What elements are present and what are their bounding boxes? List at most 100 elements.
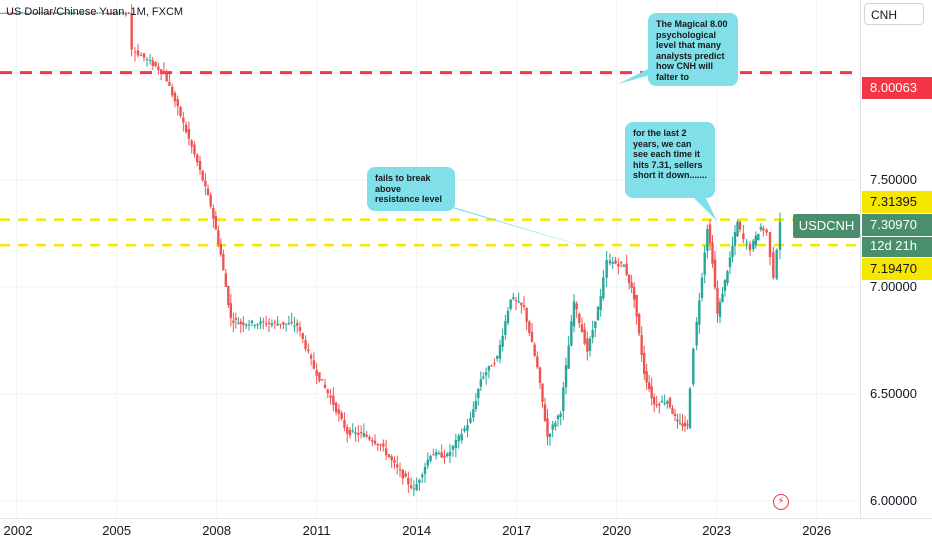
- candle-body: [619, 261, 623, 264]
- candle-body: [190, 140, 193, 147]
- chart-title: US Dollar/Chinese Yuan, 1M, FXCM: [6, 6, 184, 18]
- candle-body: [434, 452, 438, 456]
- candle-body: [530, 332, 534, 343]
- candle-body: [334, 402, 338, 413]
- candle-body: [229, 303, 233, 319]
- candle-body: [21, 12, 24, 14]
- candle-body: [599, 296, 602, 310]
- candle-body: [284, 323, 288, 325]
- candle-body: [227, 286, 230, 306]
- candle-body: [256, 324, 259, 326]
- candle-body: [46, 13, 49, 15]
- candle-body: [541, 383, 544, 402]
- candle-body: [647, 382, 651, 390]
- price-label-upper-level: 7.31395: [862, 191, 932, 213]
- annotation-fails-to-break[interactable]: fails to break above resistance level: [367, 167, 455, 211]
- candle-body: [695, 321, 698, 346]
- candle-body: [554, 422, 557, 427]
- candle-body: [173, 92, 177, 102]
- candle-body: [279, 323, 282, 325]
- candle-body: [9, 12, 13, 14]
- candle-body: [4, 12, 7, 14]
- x-tick-label: 2011: [302, 523, 331, 538]
- candle-body: [528, 321, 531, 334]
- candle-body: [663, 402, 666, 404]
- chart-grid: [0, 0, 860, 518]
- candle-body: [401, 469, 404, 479]
- candle-body: [237, 323, 240, 325]
- candle-body: [396, 464, 399, 468]
- candle-body: [298, 327, 302, 331]
- candle-body: [182, 117, 185, 123]
- pointer-fails-to-break: [440, 203, 606, 253]
- candle-body: [570, 321, 573, 346]
- candle-body: [472, 409, 475, 418]
- candle-body: [460, 434, 463, 441]
- candle-body: [329, 395, 332, 398]
- price-label-lower-level: 7.19470: [862, 258, 932, 280]
- candle-body: [193, 144, 196, 155]
- candle-body: [706, 229, 709, 251]
- candle-body: [625, 263, 628, 275]
- candle-body: [520, 302, 523, 306]
- candle-body: [247, 324, 251, 326]
- candle-body: [708, 224, 712, 244]
- candle-body: [87, 12, 91, 14]
- candle-body: [723, 279, 727, 291]
- candle-body: [187, 129, 191, 139]
- candle-body: [171, 86, 174, 96]
- candle-body: [343, 420, 346, 428]
- candle-body: [34, 13, 38, 15]
- candle-body: [479, 379, 483, 387]
- candle-body: [273, 321, 276, 323]
- candle-body: [635, 294, 638, 317]
- candle-body: [118, 12, 122, 14]
- candle-body: [446, 453, 449, 456]
- candle-body: [198, 160, 202, 170]
- candle-body: [101, 12, 105, 14]
- annotation-magical-level[interactable]: The Magical 8.00 psychological level tha…: [648, 13, 738, 86]
- candle-body: [409, 485, 413, 489]
- candle-body: [469, 418, 472, 423]
- x-tick-label: 2017: [502, 523, 532, 538]
- candle-body: [650, 386, 653, 399]
- candle-body: [713, 259, 717, 288]
- candle-body: [778, 221, 782, 250]
- candle-body: [451, 445, 455, 450]
- candle-body: [572, 301, 576, 327]
- candle-body: [559, 413, 562, 417]
- x-tick-label: 2005: [102, 523, 132, 538]
- candle-body: [244, 324, 248, 326]
- candle-body: [748, 243, 752, 251]
- currency-selector[interactable]: CNH: [864, 3, 924, 25]
- candle-body: [323, 384, 327, 388]
- lightning-bolt-icon[interactable]: ⚡: [773, 494, 789, 510]
- x-tick-label: 2014: [402, 523, 432, 538]
- candle-body: [426, 459, 429, 466]
- candle-body: [340, 412, 343, 419]
- candle-body: [373, 440, 377, 444]
- price-chart[interactable]: [0, 0, 860, 518]
- candle-body: [326, 389, 329, 394]
- candle-body: [586, 338, 589, 352]
- candle-body: [307, 349, 310, 352]
- candle-body: [736, 221, 739, 237]
- candle-body: [474, 400, 478, 410]
- annotation-last-two-years[interactable]: for the last 2 years, we can see each ti…: [625, 122, 715, 198]
- candle-body: [765, 229, 768, 233]
- candle-body: [57, 12, 60, 14]
- candle-body: [608, 260, 612, 264]
- candle-body: [671, 408, 674, 414]
- candle-body: [733, 232, 737, 246]
- candle-body: [504, 321, 507, 335]
- candle-body: [65, 12, 68, 14]
- candle-body: [457, 435, 460, 442]
- candle-body: [596, 306, 600, 321]
- candle-body: [487, 365, 491, 371]
- candle-body: [196, 154, 199, 163]
- candle-body: [432, 454, 435, 456]
- candle-body: [686, 424, 689, 426]
- candle-body: [242, 322, 245, 326]
- candle-body: [393, 459, 396, 463]
- candle-body: [754, 235, 758, 245]
